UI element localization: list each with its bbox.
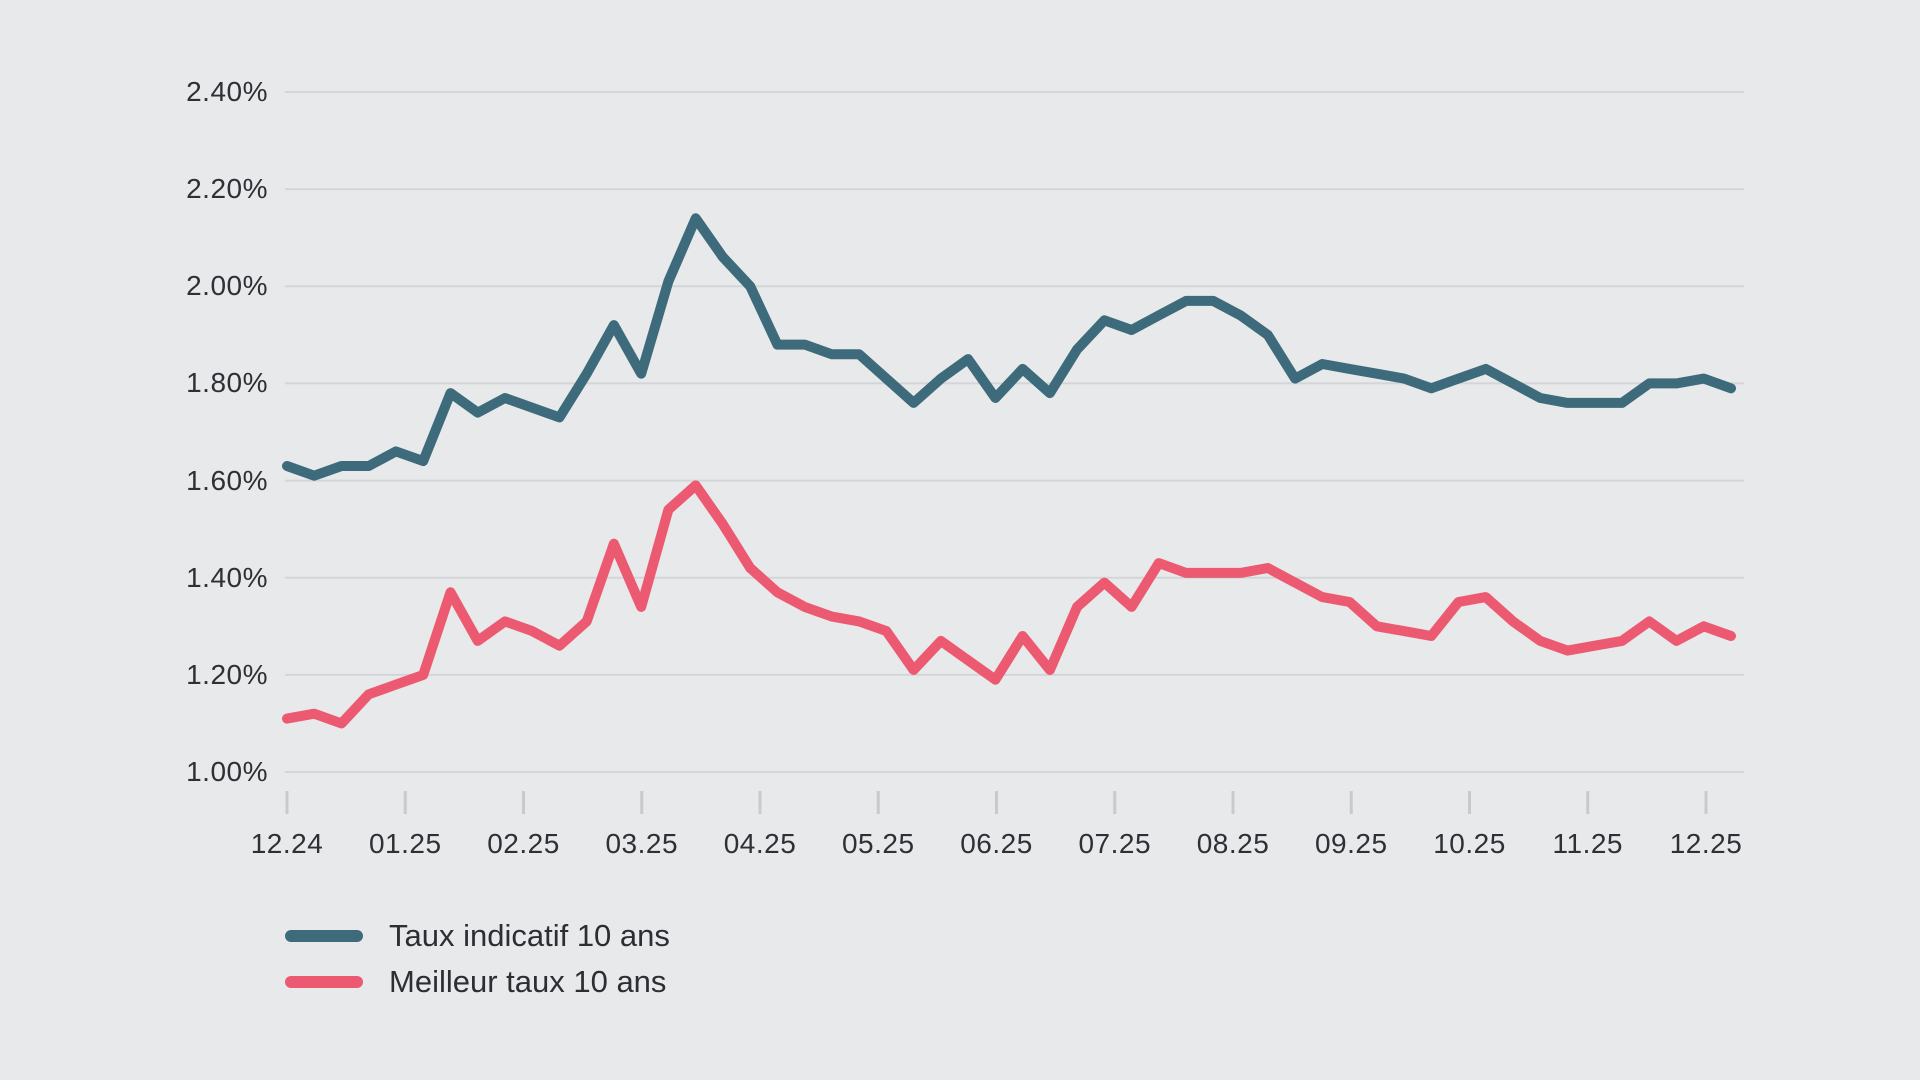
x-axis-label: 12.24 xyxy=(250,828,324,859)
gridlines xyxy=(285,91,1744,773)
x-axis-label: 01.25 xyxy=(368,828,442,859)
x-axis-label: 12.25 xyxy=(1669,828,1743,859)
y-axis-label: 2.00% xyxy=(186,270,268,302)
x-axis-label: 07.25 xyxy=(1078,828,1152,859)
y-axis-label: 1.00% xyxy=(186,756,268,787)
y-axis-label: 1.80% xyxy=(186,367,268,399)
y-axis-label: 2.40% xyxy=(186,76,268,107)
meilleur-taux-line xyxy=(282,480,1736,729)
x-axis-label: 10.25 xyxy=(1433,828,1506,859)
x-axis-label: 04.25 xyxy=(723,828,797,859)
x-axis-label: 11.25 xyxy=(1552,828,1623,859)
legend-item-taux-indicatif: Taux indicatif 10 ans xyxy=(285,913,670,959)
y-axis-label: 2.20% xyxy=(186,173,268,205)
x-axis-label: 02.25 xyxy=(487,828,560,859)
x-axis-label: 09.25 xyxy=(1314,828,1388,859)
y-axis-label: 1.40% xyxy=(186,561,268,593)
x-axis-label: 08.25 xyxy=(1196,828,1270,859)
legend: Taux indicatif 10 ans Meilleur taux 10 a… xyxy=(285,913,670,1005)
meilleur-taux-swatch-icon xyxy=(285,976,363,988)
y-axis-label: 1.60% xyxy=(186,464,268,496)
y-axis-label: 1.20% xyxy=(186,658,268,690)
x-axis-label: 03.25 xyxy=(605,828,679,859)
legend-label: Taux indicatif 10 ans xyxy=(389,918,670,953)
x-axis-ticks xyxy=(285,791,1708,814)
x-axis-label: 06.25 xyxy=(960,828,1033,859)
taux-indicatif-swatch-icon xyxy=(285,930,363,942)
x-axis-label: 05.25 xyxy=(841,828,915,859)
legend-label: Meilleur taux 10 ans xyxy=(389,964,667,999)
taux-indicatif-line xyxy=(282,213,1736,481)
legend-item-meilleur-taux: Meilleur taux 10 ans xyxy=(285,959,670,1005)
